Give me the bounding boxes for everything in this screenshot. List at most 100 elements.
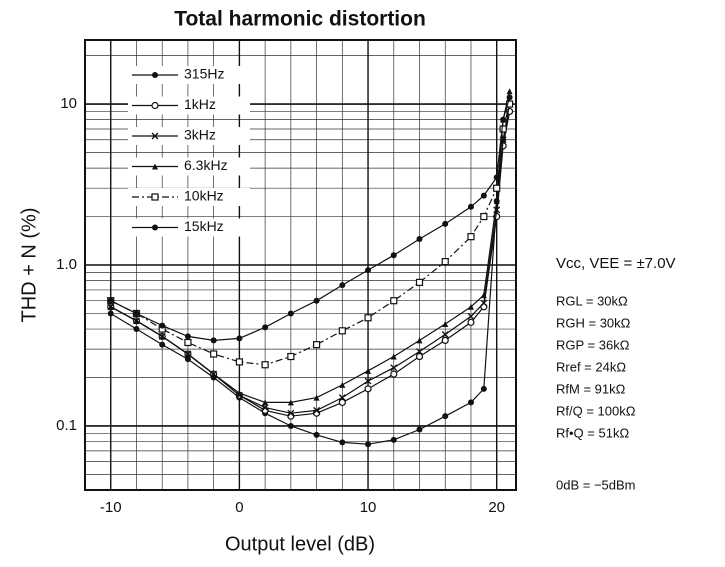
marker — [467, 399, 474, 406]
marker — [236, 390, 243, 397]
marker — [152, 72, 158, 78]
marker — [506, 94, 513, 101]
marker — [339, 282, 346, 289]
marker — [107, 310, 114, 317]
marker — [184, 333, 191, 340]
annotation: RfM = 91kΩ — [556, 381, 626, 396]
marker — [262, 324, 269, 331]
marker — [364, 377, 372, 385]
marker — [151, 101, 159, 110]
y-tick-label: 1.0 — [56, 256, 77, 273]
y-axis-label: THD + N (%) — [18, 208, 40, 323]
series-line — [110, 111, 511, 417]
chart-title: Total harmonic distortion — [174, 8, 426, 31]
marker — [364, 385, 372, 393]
marker — [107, 297, 114, 304]
marker — [236, 335, 243, 342]
marker — [467, 203, 474, 210]
x-tick-label: 20 — [488, 499, 505, 516]
marker — [152, 224, 158, 231]
legend-label: 15kHz — [184, 218, 224, 234]
legend-bg — [128, 188, 250, 206]
marker — [506, 88, 513, 95]
marker — [416, 236, 423, 243]
marker — [339, 381, 346, 388]
annotation: RGL = 30kΩ — [556, 293, 628, 308]
x-tick-label: 10 — [360, 499, 377, 516]
marker — [262, 399, 269, 406]
marker — [442, 220, 449, 227]
legend-label: 3kHz — [184, 127, 216, 143]
legend-bg — [128, 218, 250, 237]
y-tick-label: 10 — [60, 95, 77, 112]
marker — [493, 184, 501, 192]
marker — [493, 197, 500, 204]
marker — [338, 398, 346, 407]
marker — [390, 364, 398, 372]
marker — [339, 439, 346, 446]
marker — [499, 125, 507, 133]
marker — [390, 436, 397, 443]
marker — [467, 318, 475, 326]
annotation: RGH = 30kΩ — [556, 315, 631, 330]
marker — [442, 320, 449, 327]
marker — [210, 371, 217, 378]
marker — [467, 312, 475, 320]
marker — [365, 267, 372, 274]
legend-label: 6.3kHz — [184, 157, 228, 173]
marker — [287, 409, 295, 417]
marker — [442, 413, 449, 420]
marker — [390, 252, 397, 259]
marker — [151, 132, 159, 140]
marker — [480, 385, 487, 392]
marker — [133, 317, 140, 324]
annotation: Rref = 24kΩ — [556, 359, 626, 374]
marker — [390, 297, 398, 305]
marker — [467, 303, 474, 310]
legend-bg — [128, 96, 250, 115]
marker — [107, 303, 114, 310]
marker — [210, 350, 218, 358]
marker — [480, 192, 487, 199]
marker — [441, 257, 449, 266]
marker — [415, 278, 424, 286]
marker — [287, 422, 294, 429]
x-axis-label: Output level (dB) — [225, 533, 375, 555]
marker — [235, 358, 243, 366]
legend-label: 10kHz — [184, 188, 224, 204]
marker — [364, 314, 372, 322]
legend-label: 1kHz — [184, 96, 216, 112]
plot-frame — [84, 39, 517, 491]
marker — [480, 299, 488, 307]
marker — [493, 174, 500, 181]
marker — [313, 431, 320, 438]
marker — [159, 333, 166, 340]
annotation: Rf•Q = 51kΩ — [556, 425, 629, 440]
marker — [416, 426, 423, 433]
series-line — [110, 103, 511, 414]
marker — [416, 348, 423, 355]
legend-bg — [128, 66, 250, 84]
y-tick-label: 0.1 — [56, 417, 77, 434]
marker — [338, 327, 346, 335]
marker — [133, 326, 140, 333]
marker — [441, 336, 449, 345]
marker — [500, 116, 507, 123]
marker — [365, 441, 372, 448]
marker — [159, 322, 166, 329]
marker — [184, 338, 192, 347]
marker — [287, 399, 294, 406]
marker — [152, 163, 158, 170]
marker — [416, 337, 423, 344]
annotation: 0dB = −5dBm — [556, 477, 636, 492]
x-tick-label: 0 — [235, 499, 243, 516]
marker — [313, 394, 320, 401]
marker — [415, 352, 424, 361]
marker — [261, 361, 269, 369]
legend-bg — [128, 157, 250, 176]
marker — [210, 337, 217, 344]
marker — [312, 341, 321, 349]
marker — [133, 310, 140, 317]
marker — [184, 350, 191, 357]
marker — [184, 356, 191, 363]
